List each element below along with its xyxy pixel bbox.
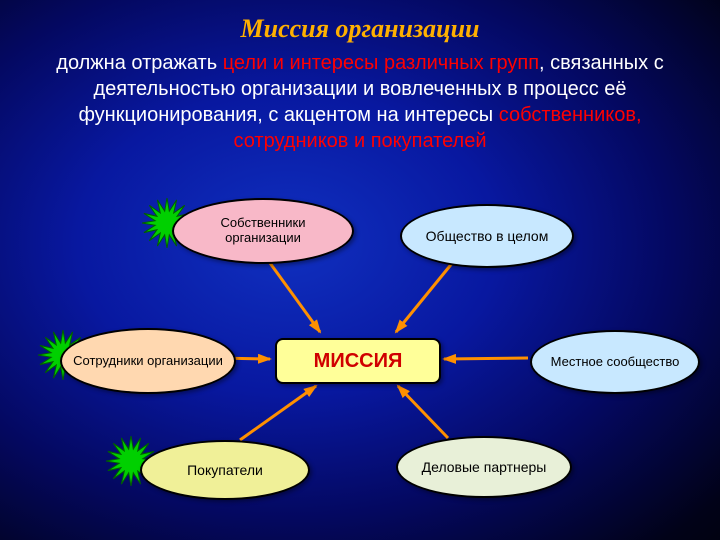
node-label: Местное сообщество	[551, 355, 680, 370]
node-partners: Деловые партнеры	[396, 436, 572, 498]
node-label: Собственники организации	[182, 216, 344, 246]
node-buyers: Покупатели	[140, 440, 310, 500]
node-local: Местное сообщество	[530, 330, 700, 394]
center-mission-box: МИССИЯ	[275, 338, 441, 384]
node-label: Покупатели	[187, 462, 263, 478]
center-mission-label: МИССИЯ	[314, 350, 403, 373]
node-label: Деловые партнеры	[422, 459, 547, 475]
node-society: Общество в целом	[400, 204, 574, 268]
node-label: Общество в целом	[426, 228, 549, 244]
node-owners: Собственники организации	[172, 198, 354, 264]
node-label: Сотрудники организации	[73, 354, 223, 369]
node-staff: Сотрудники организации	[60, 328, 236, 394]
